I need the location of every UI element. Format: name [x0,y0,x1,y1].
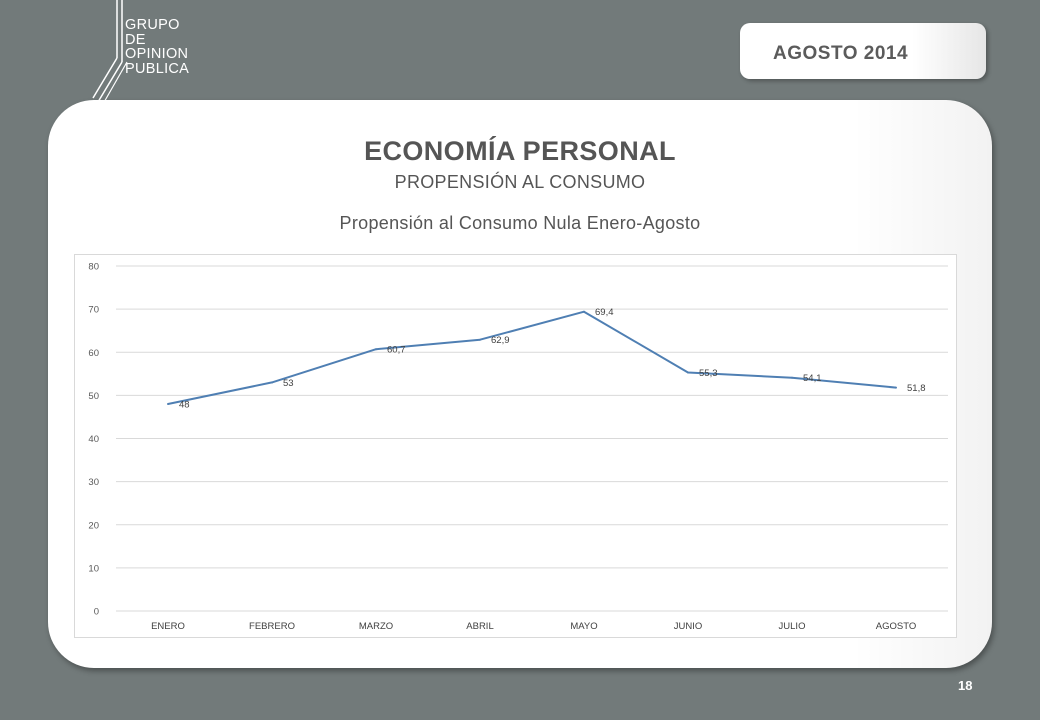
x-tick-label: MARZO [359,621,393,632]
date-label: AGOSTO 2014 [773,43,909,64]
page-title: ECONOMÍA PERSONAL [364,136,676,166]
line-chart: 0 10 20 30 40 50 60 70 80 ENERO FEBRERO MARZO ABRIL M… [74,254,957,638]
date-tab: AGOSTO 2014 [740,23,986,79]
chart-title: Propensión al Consumo Nula Enero-Agosto [339,213,701,233]
logo-line: GRUPO [125,17,180,33]
data-point [687,371,689,374]
y-tick-label: 80 [88,262,99,273]
data-label: 54,1 [803,373,822,384]
logo-line: DE [125,31,146,48]
data-point [895,386,897,389]
page-number: 18 [958,678,973,693]
data-point [583,310,585,313]
data-point [167,403,169,405]
logo-line: OPINION [125,46,189,62]
data-point [791,376,793,379]
y-tick-label: 20 [88,520,99,531]
data-label: 62,9 [491,335,510,346]
group-logo: GRUPO DE OPINION PUBLICA [92,0,212,105]
y-tick-label: 0 [94,607,99,618]
y-tick-label: 70 [88,305,99,316]
data-label: 51,8 [907,383,926,394]
x-tick-label: JULIO [779,621,806,632]
y-tick-label: 60 [88,348,99,359]
y-tick-label: 30 [88,477,99,488]
y-tick-label: 10 [88,563,99,574]
logo-lines-icon [92,0,128,105]
x-tick-label: ENERO [151,621,185,632]
data-label: 48 [179,400,190,411]
data-point [375,348,377,351]
page-subtitle: PROPENSIÓN AL CONSUMO [394,172,646,192]
x-tick-label: MAYO [570,621,597,632]
y-tick-label: 50 [88,391,99,402]
logo-line: PUBLICA [125,60,190,77]
series-line [167,310,897,405]
x-tick-label: AGOSTO [876,621,916,632]
chart-svg: 0 10 20 30 40 50 60 70 80 ENERO FEBRERO MARZO ABRIL M… [88,262,948,632]
x-tick-label: JUNIO [674,621,703,632]
content-card: ECONOMÍA PERSONAL PROPENSIÓN AL CONSUMO … [48,100,992,668]
x-tick-label: ABRIL [466,621,493,632]
x-tick-label: FEBRERO [249,621,295,632]
data-point [479,338,481,341]
logo-text: GRUPO DE OPINION PUBLICA [125,18,189,76]
data-point [271,381,273,384]
data-label: 69,4 [595,307,614,318]
data-label: 55,3 [699,368,718,379]
data-label: 53 [283,378,294,389]
data-label: 60,7 [387,345,406,356]
y-tick-label: 40 [88,434,99,445]
